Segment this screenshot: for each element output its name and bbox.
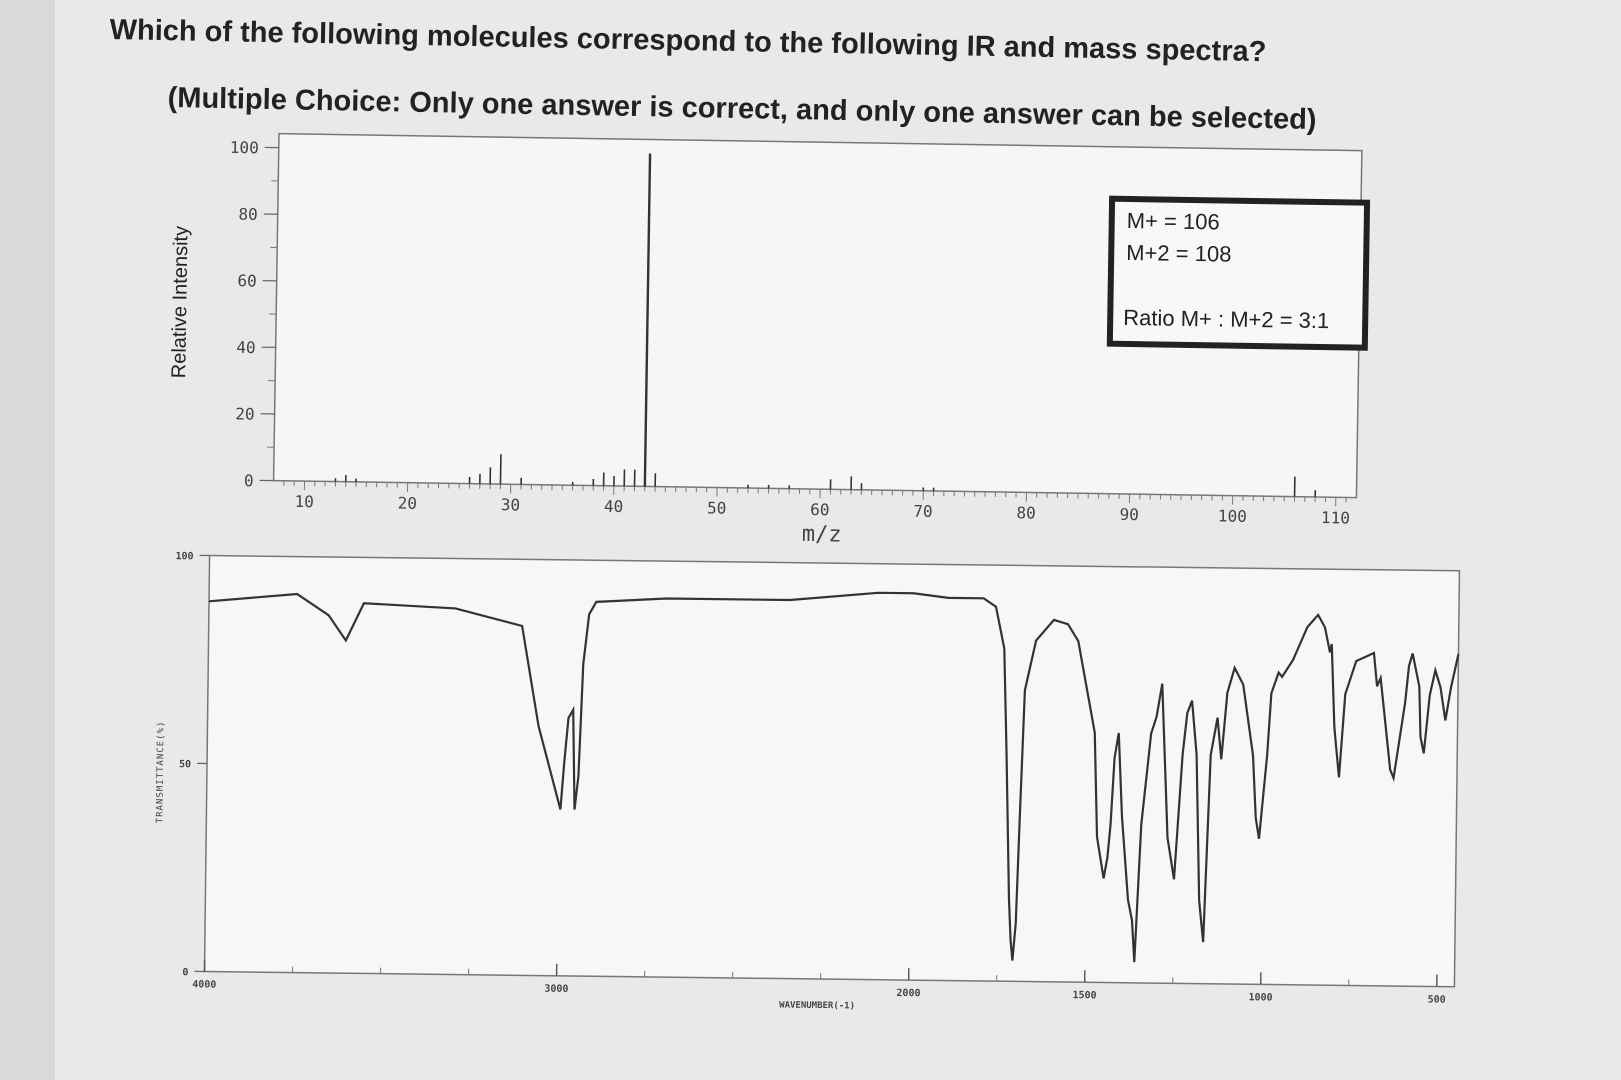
ms-xtick-label: 60 xyxy=(810,500,830,519)
mass-spectrum-xlabel: m/z xyxy=(802,522,842,548)
annotation-m-plus: M+ = 106 xyxy=(1127,208,1220,234)
ms-xtick-label: 90 xyxy=(1119,505,1139,524)
ir-spectrum-plot-area xyxy=(203,554,1461,988)
ir-ytick-label: 50 xyxy=(179,759,191,770)
ms-xtick-label: 20 xyxy=(398,494,418,513)
isotope-annotation-box: M+ = 106 M+2 = 108 Ratio M+ : M+2 = 3:1 xyxy=(1106,195,1371,351)
ms-ytick-label: 100 xyxy=(230,138,259,157)
ir-xtick-label: 1500 xyxy=(1072,990,1096,1001)
ms-ytick-label: 60 xyxy=(237,271,257,290)
ms-xtick-label: 80 xyxy=(1016,503,1036,522)
ir-spectrum-xlabel: WAVENUMBER(-1) xyxy=(779,1001,855,1012)
ir-xtick-label: 3000 xyxy=(544,984,568,995)
mass-spectrum-chart: 0 20 40 60 80 100 10 20 30 40 50 60 70 80 90 100 110 Re… xyxy=(168,132,1371,548)
ms-ytick-label: 0 xyxy=(244,471,254,490)
ir-xtick-label: 500 xyxy=(1428,994,1446,1005)
ir-xtick-label: 1000 xyxy=(1248,992,1272,1003)
ms-ytick-label: 40 xyxy=(236,338,256,357)
ms-xtick-label: 30 xyxy=(501,495,521,514)
ms-peak-mz-43 xyxy=(643,153,652,487)
ir-spectrum-ylabel: TRANSMITTANCE(%) xyxy=(155,721,166,824)
ms-ytick-label: 80 xyxy=(238,205,258,224)
ms-xtick-label: 40 xyxy=(604,497,624,516)
ir-ytick-label: 100 xyxy=(175,551,193,562)
ms-xtick-label: 70 xyxy=(913,502,933,521)
ms-ytick-label: 20 xyxy=(235,404,255,423)
ms-xtick-label: 10 xyxy=(294,492,314,511)
ms-xtick-label: 50 xyxy=(707,498,727,517)
mass-spectrum-ylabel: Relative Intensity xyxy=(168,226,192,379)
ir-xtick-label: 4000 xyxy=(192,979,216,990)
ir-spectrum-chart: 0 50 100 4000 3000 2000 1500 1000 500 TRANSMITT… xyxy=(155,551,1461,1012)
ms-xtick-label: 110 xyxy=(1321,508,1350,527)
ir-ytick-label: 0 xyxy=(182,967,188,978)
ms-xtick-label: 100 xyxy=(1218,506,1247,525)
annotation-m-plus-2: M+2 = 108 xyxy=(1126,240,1232,267)
ir-xtick-label: 2000 xyxy=(896,988,920,999)
annotation-ratio: Ratio M+ : M+2 = 3:1 xyxy=(1123,305,1329,333)
ir-spectrum-line xyxy=(208,591,1460,963)
